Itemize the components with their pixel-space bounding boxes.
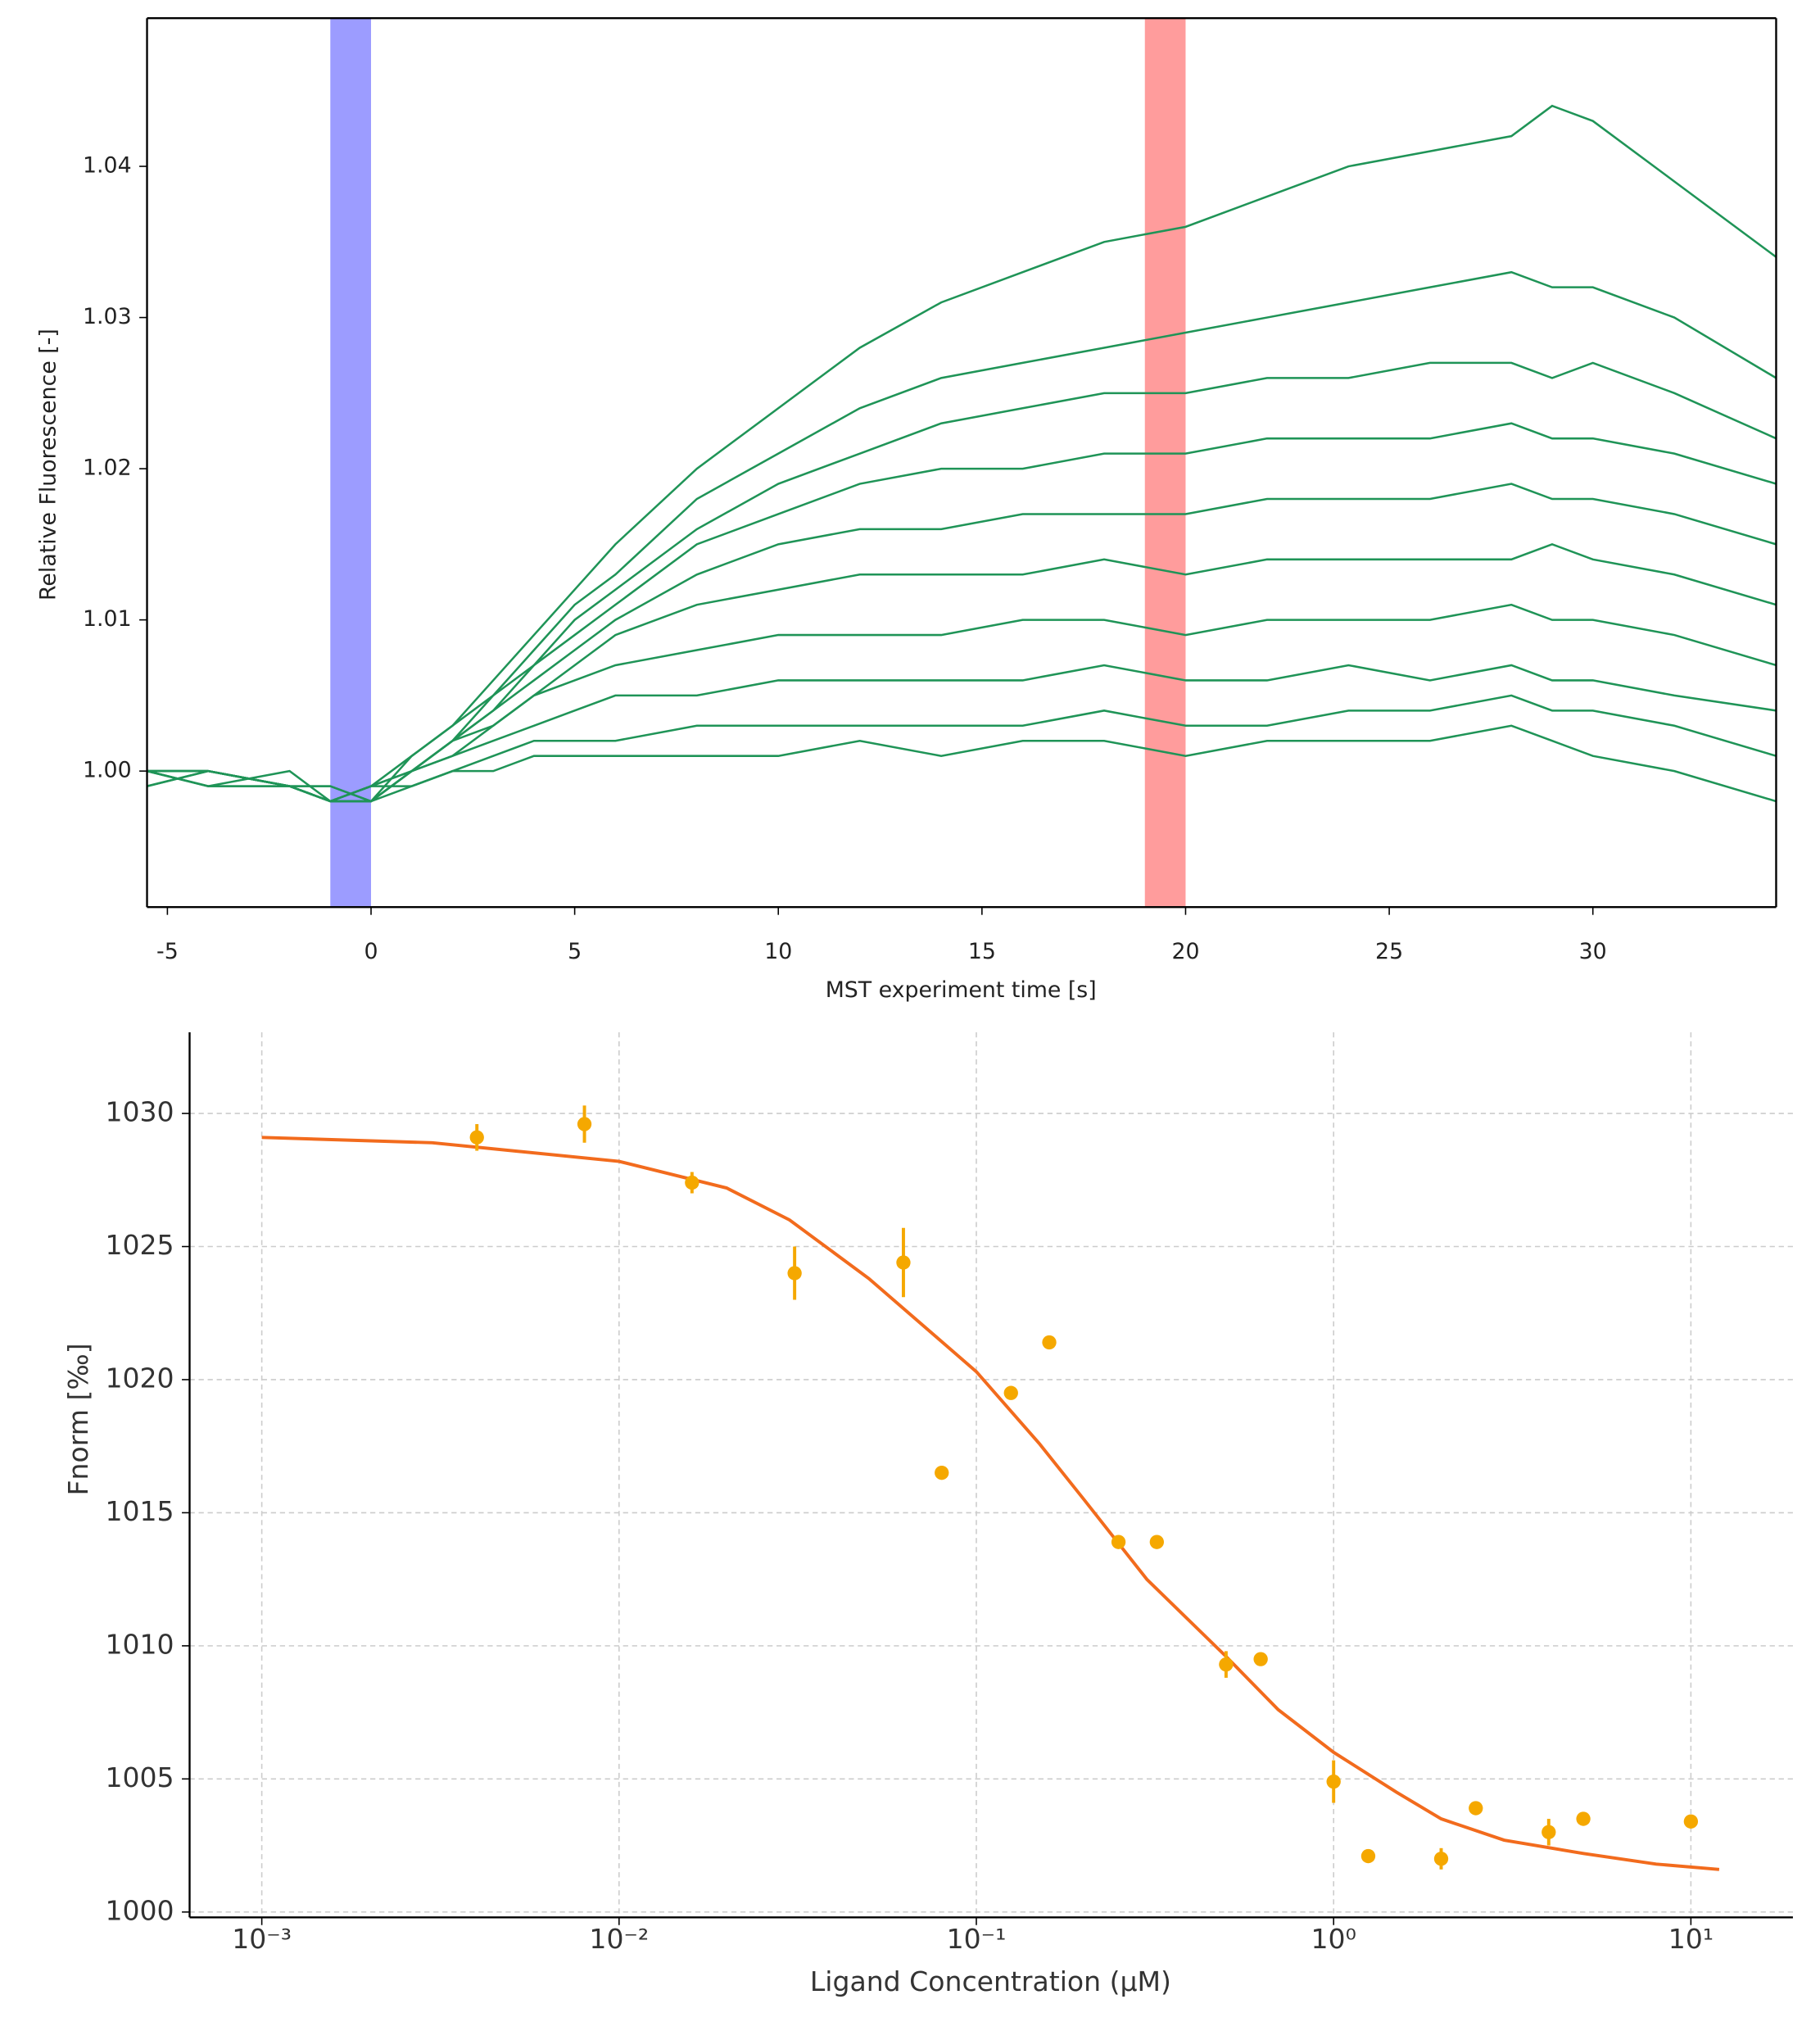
y-tick-label: 1.01	[83, 606, 132, 632]
point	[1542, 1825, 1556, 1839]
point	[1360, 1848, 1376, 1864]
point	[1576, 1811, 1591, 1826]
trace	[147, 694, 1777, 803]
y-tick-label: 1025	[105, 1229, 174, 1261]
point	[1326, 1774, 1341, 1789]
x-axis-label: Ligand Concentration (μM)	[810, 1965, 1171, 1997]
point	[1253, 1652, 1268, 1666]
y-axis-label: Fnorm [‰]	[62, 1343, 94, 1495]
point	[1433, 1852, 1449, 1866]
trace	[147, 361, 1777, 803]
y-axis-label: Relative Fluorescence [-]	[35, 329, 61, 601]
point	[1219, 1657, 1234, 1672]
x-tick-label: 0	[364, 939, 378, 964]
point	[1111, 1535, 1126, 1549]
point	[469, 1130, 484, 1145]
y-tick-label: 1.02	[83, 456, 132, 481]
x-tick-label: 10	[764, 939, 792, 964]
x-tick-label: 15	[968, 939, 996, 964]
fit-curve	[261, 1136, 1720, 1871]
x-tick-label: 20	[1171, 939, 1199, 964]
point	[787, 1266, 802, 1281]
x-tick-label: 5	[568, 939, 582, 964]
y-tick-label: 1.04	[83, 153, 132, 179]
x-axis-label: MST experiment time [s]	[826, 977, 1097, 1003]
trace	[147, 104, 1777, 803]
region	[330, 18, 372, 908]
point	[1003, 1385, 1018, 1400]
y-tick-label: 1010	[105, 1628, 174, 1660]
trace	[147, 724, 1777, 803]
x-tick-label: 10⁻³	[232, 1923, 292, 1955]
point	[935, 1466, 949, 1480]
x-tick-label: 30	[1579, 939, 1607, 964]
x-tick-label: 10⁰	[1311, 1923, 1356, 1955]
y-tick-label: 1020	[105, 1362, 174, 1394]
point	[1042, 1335, 1057, 1350]
x-tick-label: 10⁻²	[589, 1923, 649, 1955]
trace	[147, 270, 1777, 803]
y-tick-label: 1030	[105, 1096, 174, 1128]
y-tick-label: 1015	[105, 1495, 174, 1527]
y-tick-label: 1.00	[83, 758, 132, 783]
x-tick-label: 25	[1375, 939, 1403, 964]
y-tick-label: 1005	[105, 1761, 174, 1793]
trace	[147, 664, 1777, 803]
point	[1149, 1535, 1164, 1549]
x-tick-label: -5	[156, 939, 179, 964]
x-tick-label: 10⁻¹	[947, 1923, 1007, 1955]
region	[1144, 18, 1186, 908]
point	[685, 1175, 699, 1190]
y-tick-label: 1000	[105, 1894, 174, 1926]
point	[896, 1255, 911, 1270]
trace	[147, 483, 1777, 803]
point	[577, 1117, 592, 1131]
trace	[147, 543, 1777, 803]
point	[1469, 1801, 1483, 1816]
y-tick-label: 1.03	[83, 304, 132, 329]
x-tick-label: 10¹	[1668, 1923, 1714, 1955]
point	[1683, 1814, 1699, 1829]
